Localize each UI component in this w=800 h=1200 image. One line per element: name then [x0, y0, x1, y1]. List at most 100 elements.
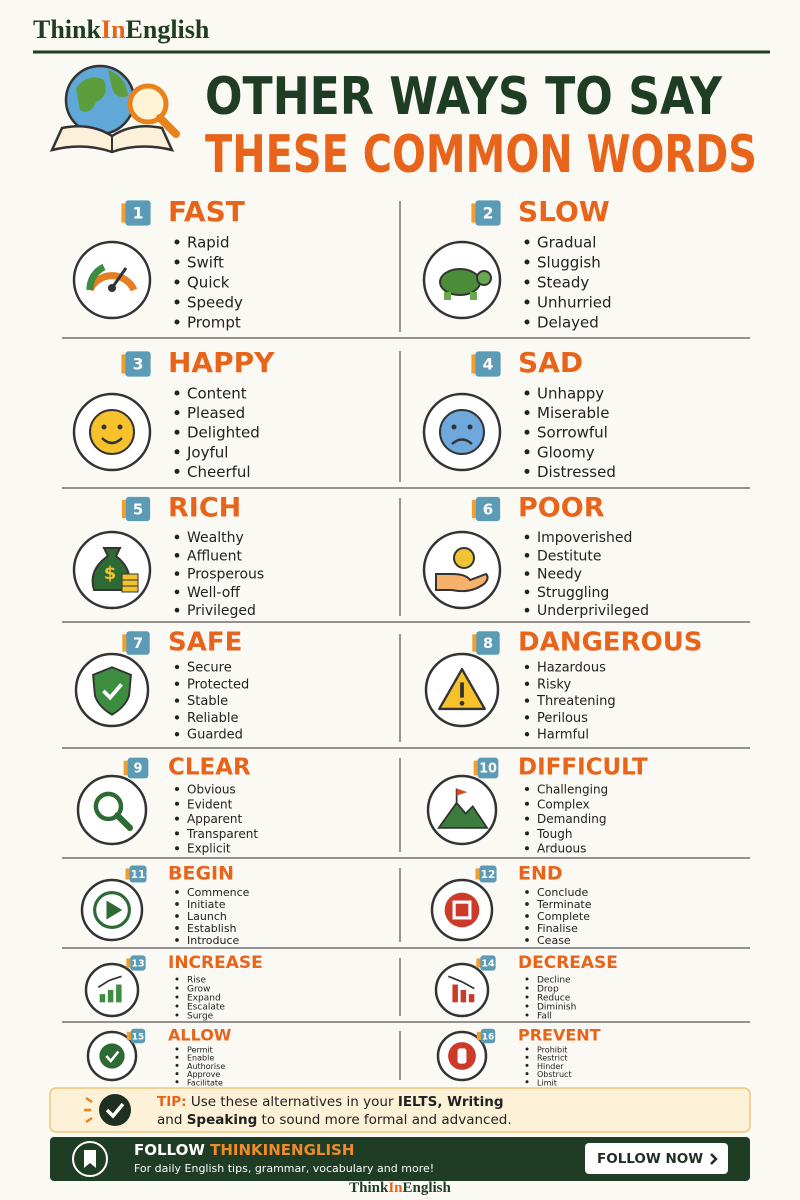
icon-part — [108, 284, 116, 292]
word-card: 6 POOR Impoverished Destitute Needy Strugglin… — [422, 493, 649, 619]
icon-ring — [76, 774, 148, 846]
synonym: Quick — [187, 274, 230, 292]
synonym: Impoverished — [537, 530, 632, 546]
synonym: Hinder — [537, 1062, 564, 1071]
brand-part: Think — [349, 1180, 389, 1196]
badge — [125, 200, 151, 226]
follow-subtitle: For daily English tips, grammar, vocabul… — [134, 1162, 434, 1175]
synonym: Evident — [187, 797, 233, 811]
badge — [475, 496, 501, 522]
synonym: Delighted — [187, 424, 260, 442]
follow-button[interactable]: FOLLOW NOW — [585, 1143, 728, 1174]
bullet — [175, 1072, 179, 1076]
synonym: Approve — [187, 1070, 220, 1079]
bullet — [175, 1080, 179, 1084]
word-title: DECREASE — [518, 953, 618, 973]
icon-part — [117, 424, 123, 430]
icon-ring — [422, 530, 502, 610]
icon-part — [456, 788, 468, 796]
word-title: DANGEROUS — [518, 628, 703, 658]
word-card: 15 ALLOWPermitEnableAuthoriseApproveFacil… — [86, 1026, 232, 1087]
icon-part — [452, 900, 472, 920]
icon-part — [101, 437, 123, 445]
synonym: Harmful — [537, 728, 589, 743]
icon-part — [110, 267, 128, 289]
synonym: Underprivileged — [537, 603, 649, 619]
word-card: 11 BEGINCommenceInitiateLaunchEstablishIn… — [80, 863, 250, 947]
icon — [97, 975, 122, 1003]
word-title: HAPPY — [168, 346, 275, 379]
footer-brand: ThinkInEnglish — [349, 1180, 451, 1196]
icon-part — [460, 990, 467, 1003]
bullet — [524, 410, 530, 416]
badge-number: 16 — [482, 1033, 494, 1043]
synonym: Prohibit — [537, 1046, 567, 1055]
icon-part — [444, 292, 451, 300]
synonym: Tough — [536, 827, 572, 841]
word-card: 9 CLEAR ObviousEvidentApparentTransparentE… — [76, 755, 258, 856]
bullet — [175, 995, 179, 999]
icon — [436, 788, 489, 829]
bullet — [175, 816, 179, 821]
bullet — [524, 681, 530, 686]
synonym: Diminish — [537, 1003, 576, 1013]
badge-tab — [123, 760, 130, 776]
icon-part — [101, 424, 107, 430]
tip-bold: Speaking — [187, 1112, 258, 1128]
badge-number: 4 — [483, 356, 494, 374]
icon-part — [114, 812, 134, 832]
bullet — [174, 571, 180, 576]
bullet — [175, 938, 179, 942]
icon — [99, 1043, 125, 1069]
synonym: Threatening — [536, 694, 616, 709]
icon-part — [436, 801, 489, 829]
bullet — [524, 259, 530, 265]
icon-part — [97, 975, 122, 988]
bullet — [175, 986, 179, 990]
badge-tab — [126, 958, 133, 968]
badge-tab — [472, 634, 479, 652]
badge-tab — [126, 1031, 133, 1041]
icon-part — [107, 990, 114, 1003]
badge — [126, 631, 150, 655]
tip-label: TIP: — [157, 1094, 187, 1110]
icon-part — [116, 984, 122, 1003]
synonym: Hazardous — [537, 661, 606, 676]
synonym: Sluggish — [537, 254, 601, 272]
bullet — [174, 468, 180, 474]
synonym: Complex — [537, 797, 590, 811]
bullet — [525, 846, 529, 851]
synonym: Demanding — [537, 812, 606, 826]
bullet — [174, 552, 180, 558]
word-card: 1 FAST Rapid Swift Quick Speedy Prompt — [72, 195, 245, 332]
synonym: Gradual — [537, 234, 596, 252]
badge — [475, 200, 501, 226]
synonym: Gloomy — [537, 443, 595, 461]
brand-part: In — [388, 1180, 403, 1196]
word-title: SLOW — [518, 195, 610, 228]
word-title: PREVENT — [518, 1026, 601, 1045]
icon — [86, 263, 138, 292]
follow-button-label[interactable]: FOLLOW NOW — [597, 1151, 703, 1167]
synonym: Permit — [187, 1046, 213, 1055]
tip-line: and Speaking to sound more formal and ad… — [157, 1112, 512, 1128]
icon-part: $ — [104, 563, 117, 584]
icon — [444, 892, 480, 928]
synonym: Pleased — [187, 404, 245, 422]
icon-part — [435, 572, 489, 593]
bullet — [175, 902, 179, 906]
icon — [93, 791, 134, 832]
bullet — [525, 890, 529, 894]
synonym: Challenging — [537, 783, 608, 797]
synonym: Reduce — [537, 994, 571, 1004]
badge-tab — [475, 868, 482, 880]
badge-tab — [476, 1031, 483, 1041]
synonym: Prosperous — [187, 567, 264, 583]
bullet — [525, 926, 529, 930]
tip-text: Use these alternatives in your — [191, 1094, 394, 1110]
synonym: Needy — [537, 567, 582, 583]
bullet — [524, 698, 530, 703]
synonym: Well-off — [187, 585, 240, 601]
